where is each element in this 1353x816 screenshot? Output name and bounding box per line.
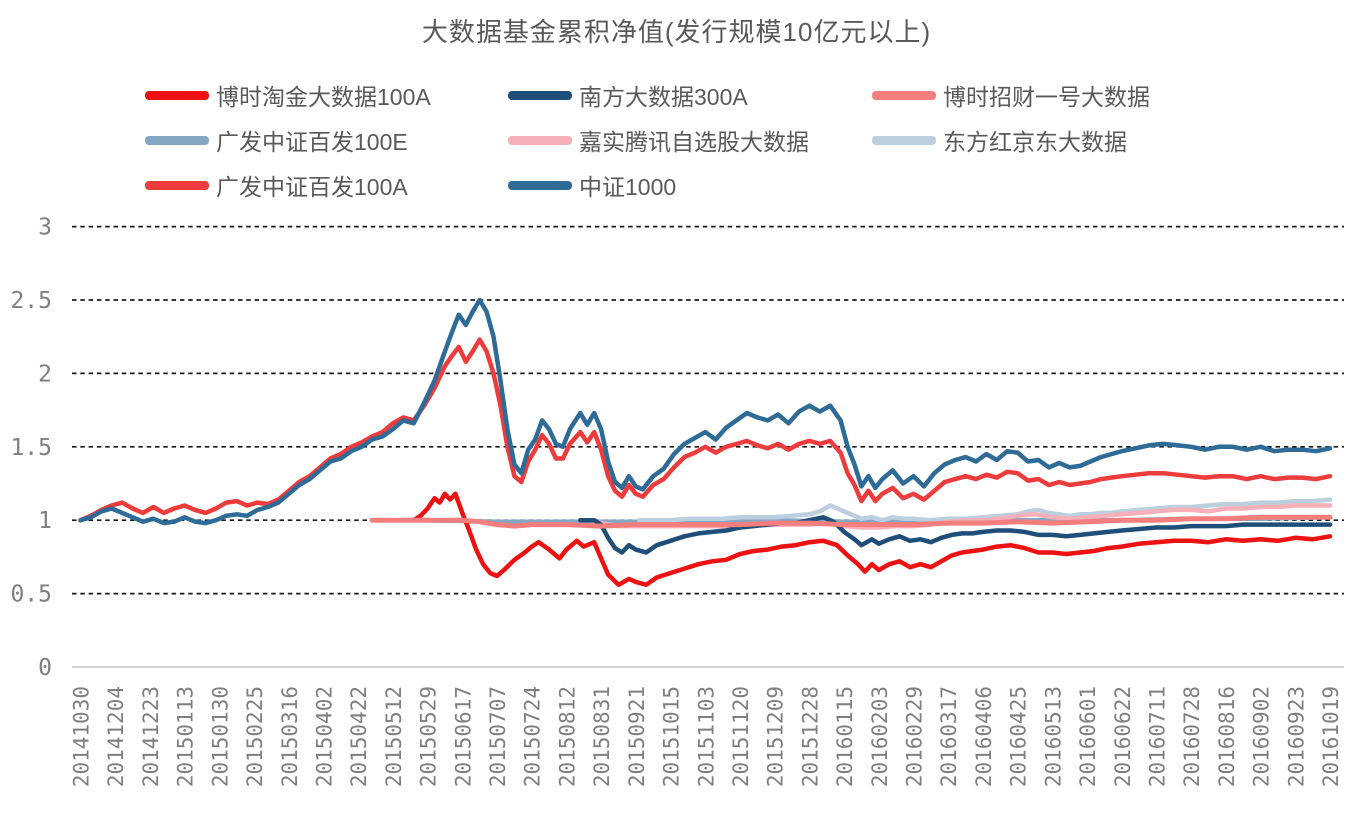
x-axis-label: 20150402 (312, 686, 336, 787)
legend-line-icon (145, 135, 209, 145)
x-axis-label: 20160816 (1215, 686, 1239, 787)
x-axis-label: 20160203 (868, 686, 892, 787)
x-axis-label: 20151015 (660, 686, 684, 787)
legend-line-icon (508, 90, 572, 100)
x-axis-label: 20150707 (486, 686, 510, 787)
legend-item-6: 广发中证百发100A (145, 168, 408, 202)
series-line (369, 514, 1333, 529)
x-axis-label: 20160406 (972, 686, 996, 787)
x-axis-label: 20160115 (833, 686, 857, 787)
x-axis-label: 20150724 (521, 686, 545, 787)
y-axis-label: 0.5 (10, 582, 52, 608)
legend-line-icon (508, 180, 572, 190)
x-axis-label: 20150529 (417, 686, 441, 787)
legend-item-7: 中证1000 (508, 168, 676, 202)
x-axis-label: 20161019 (1319, 686, 1343, 787)
series-line (78, 337, 1333, 523)
x-axis-label: 20160923 (1284, 686, 1308, 787)
legend-item-0: 博时淘金大数据100A (145, 78, 431, 112)
x-axis-label: 20160229 (903, 686, 927, 787)
legend-item-2: 博时招财一号大数据 (872, 78, 1150, 112)
legend-item-label: 博时淘金大数据100A (216, 84, 431, 110)
legend-line-icon (872, 135, 936, 145)
x-axis-label: 20150812 (555, 686, 579, 787)
series-line (78, 297, 1333, 526)
y-axis-label: 1 (38, 508, 52, 534)
legend-line-icon (508, 135, 572, 145)
legend-item-label: 东方红京东大数据 (943, 129, 1127, 155)
x-axis-label: 20151103 (694, 686, 718, 787)
x-axis-label: 20141204 (104, 686, 128, 787)
x-axis-label: 20150921 (625, 686, 649, 787)
legend-item-label: 广发中证百发100E (216, 129, 408, 155)
series-line (578, 515, 1333, 555)
legend-item-3: 广发中证百发100E (145, 123, 408, 157)
x-axis-label: 20141030 (70, 686, 94, 787)
legend-item-label: 南方大数据300A (579, 84, 748, 110)
x-axis-label: 20150512 (382, 686, 406, 787)
x-axis-label: 20151209 (764, 686, 788, 787)
legend-line-icon (145, 90, 209, 100)
x-axis-label: 20150130 (208, 686, 232, 787)
y-axis-label: 2 (38, 361, 52, 387)
x-axis-label: 20160601 (1076, 686, 1100, 787)
y-axis-label: 1.5 (10, 435, 52, 461)
legend-line-icon (872, 90, 936, 100)
x-axis-label: 20160728 (1180, 686, 1204, 787)
legend-item-5: 东方红京东大数据 (872, 123, 1127, 157)
legend-item-label: 嘉实腾讯自选股大数据 (579, 129, 809, 155)
legend-item-label: 广发中证百发100A (216, 174, 408, 200)
legend-item-1: 南方大数据300A (508, 78, 748, 112)
y-axis-label: 3 (38, 215, 52, 241)
x-axis-label: 20151228 (798, 686, 822, 787)
x-axis-label: 20150113 (174, 686, 198, 787)
x-axis-label: 20160425 (1007, 686, 1031, 787)
x-axis-label: 20150316 (278, 686, 302, 787)
y-axis-label: 0 (38, 655, 52, 681)
legend-item-label: 博时招财一号大数据 (943, 84, 1150, 110)
legend-item-4: 嘉实腾讯自选股大数据 (508, 123, 809, 157)
series-line (637, 497, 1333, 523)
x-axis-label: 20160513 (1041, 686, 1065, 787)
chart-title: 大数据基金累积净值(发行规模10亿元以上) (421, 17, 932, 47)
x-axis-label: 20160622 (1111, 686, 1135, 787)
x-axis-label: 20160317 (937, 686, 961, 787)
x-axis-label: 20160902 (1250, 686, 1274, 787)
x-axis-label: 20150617 (451, 686, 475, 787)
x-axis-label: 20151120 (729, 686, 753, 787)
legend-line-icon (145, 180, 209, 190)
x-axis-label: 20150831 (590, 686, 614, 787)
x-axis-label: 20141223 (139, 686, 163, 787)
legend-item-label: 中证1000 (579, 174, 677, 200)
x-axis-label: 20150225 (243, 686, 267, 787)
series-line (411, 491, 1333, 588)
x-axis-label: 20150422 (347, 686, 371, 787)
x-axis-label: 20160711 (1145, 686, 1169, 787)
y-axis-label: 2.5 (10, 288, 52, 314)
